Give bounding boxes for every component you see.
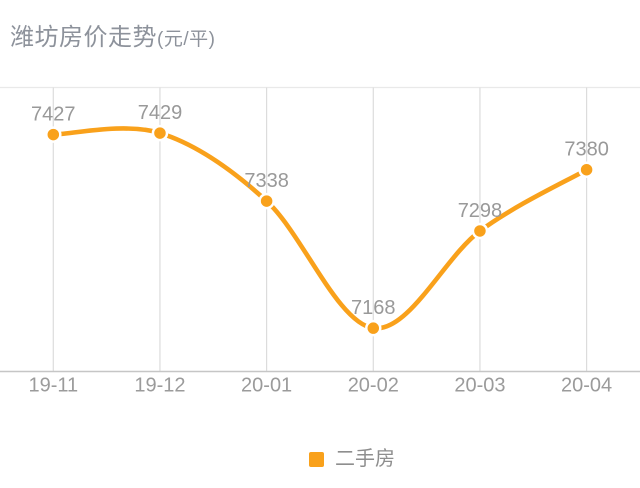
x-axis-label-20-03: 20-03 <box>454 375 505 397</box>
trend-chart-canvas: 7427 7429 7338 7168 7298 7380 19-11 19-12 20-01 2… <box>0 86 640 397</box>
x-axis-label-19-11: 19-11 <box>28 375 78 397</box>
value-label-20-04: 7380 <box>564 139 609 161</box>
data-point-20-04 <box>578 161 595 178</box>
value-label-20-03: 7298 <box>458 200 503 222</box>
x-axis-label-20-04: 20-04 <box>561 375 612 397</box>
legend-label: 二手房 <box>335 448 395 470</box>
data-point-19-12 <box>151 124 169 142</box>
value-label-20-02: 7168 <box>351 297 396 319</box>
page-title: 潍坊房价走势(元/平) <box>10 17 215 52</box>
data-point-20-02 <box>365 319 382 337</box>
x-axis-label-20-01: 20-01 <box>241 375 292 397</box>
series-line-secondhand <box>51 126 589 331</box>
legend-item-secondhand[interactable]: 二手房 <box>309 449 395 469</box>
title-text: 潍坊房价走势 <box>10 24 157 51</box>
x-axis-label-19-12: 19-12 <box>134 375 185 397</box>
value-label-20-01: 7338 <box>244 170 289 192</box>
data-point-20-01 <box>258 192 275 210</box>
x-axis-label-20-02: 20-02 <box>348 375 399 397</box>
legend-swatch-icon <box>309 451 324 467</box>
title-unit: (元/平) <box>157 29 216 50</box>
data-point-20-03 <box>471 222 489 240</box>
value-label-19-11: 7427 <box>31 104 76 126</box>
value-label-19-12: 7429 <box>138 102 183 124</box>
data-point-19-11 <box>45 126 62 143</box>
